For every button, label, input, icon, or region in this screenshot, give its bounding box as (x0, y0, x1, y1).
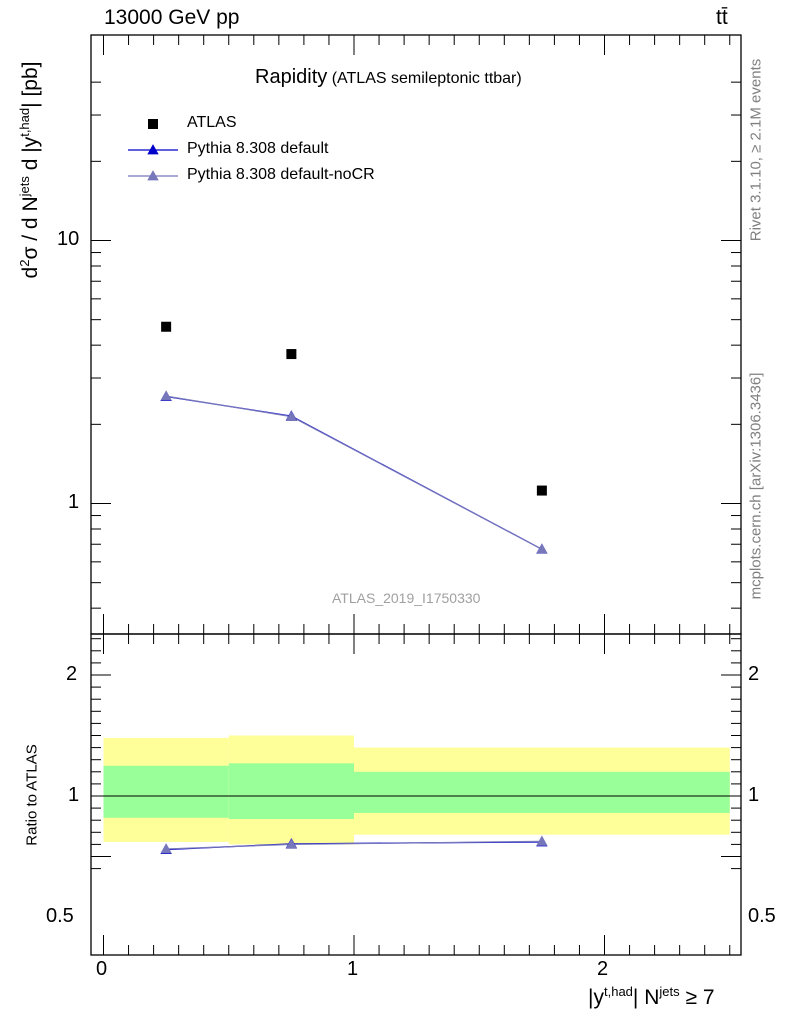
main-y-tick-label-1: 1 (68, 491, 80, 513)
main-y-tick-label-10: 10 (57, 228, 80, 250)
ratio-y-tick-label-0.5-right: 0.5 (748, 905, 776, 927)
legend (128, 119, 178, 181)
atlas-point (161, 321, 172, 332)
main-line-nocr (166, 395, 543, 550)
analysis-watermark: ATLAS_2019_I1750330 (332, 590, 481, 606)
chart-title-block: Rapidity (ATLAS semileptonic ttbar) (255, 66, 522, 89)
legend-label-nocr: Pythia 8.308 default-noCR (187, 166, 375, 183)
ratio-marker-nocr (285, 838, 298, 849)
rivet-version-label: Rivet 3.1.10, ≥ 2.1M events (747, 58, 765, 242)
ratio-y-tick-label-1-right: 1 (748, 784, 760, 806)
legend-label-atlas: ATLAS (187, 114, 237, 131)
mcplots-label: mcplots.cern.ch [arXiv:1306.3436] (747, 372, 765, 600)
energy-label: 13000 GeV pp (104, 6, 240, 29)
band-inner-2 (354, 771, 730, 813)
x-tick-label-0: 0 (96, 958, 108, 980)
chart-subtitle: (ATLAS semileptonic ttbar) (331, 70, 522, 87)
plot-frames (90, 34, 742, 956)
ratio-marker-nocr (536, 835, 548, 846)
ratio-uncertainty-bands (91, 735, 741, 845)
legend-symbol-atlas (148, 119, 158, 129)
process-label: tt̄ (716, 6, 728, 29)
band-inner-1 (228, 763, 354, 819)
series-markers (160, 321, 548, 855)
ratio-y-axis-label: Ratio to ATLAS (23, 744, 41, 846)
legend-label-default: Pythia 8.308 default (187, 140, 329, 157)
band-inner-0 (103, 765, 229, 818)
ratio-marker-nocr (160, 843, 172, 854)
main-marker-nocr (536, 543, 548, 554)
ratio-plot-frame (90, 633, 742, 956)
axis-ticks (91, 35, 741, 955)
x-tick-label-2: 2 (597, 958, 609, 980)
x-tick-label-1: 1 (347, 958, 359, 980)
main-marker-nocr (160, 390, 172, 401)
legend-symbol-default (147, 144, 159, 155)
atlas-point (536, 485, 547, 496)
main-line-default (166, 395, 543, 550)
ratio-y-tick-label-2-left: 2 (66, 663, 78, 685)
main-marker-nocr (285, 410, 298, 422)
ratio-y-tick-label-0.5-left: 0.5 (46, 905, 74, 927)
atlas-point (286, 349, 297, 360)
x-axis-label: |yt,had| Njets ≥ 7 (588, 984, 715, 1009)
chart-title: Rapidity (255, 66, 328, 88)
main-y-axis-label: d2σ / d Njets d |yt,had| [pb] (17, 61, 42, 279)
ratio-y-tick-label-2-right: 2 (748, 663, 760, 685)
ratio-y-tick-label-1-left: 1 (68, 784, 80, 806)
legend-symbol-nocr (147, 170, 159, 181)
